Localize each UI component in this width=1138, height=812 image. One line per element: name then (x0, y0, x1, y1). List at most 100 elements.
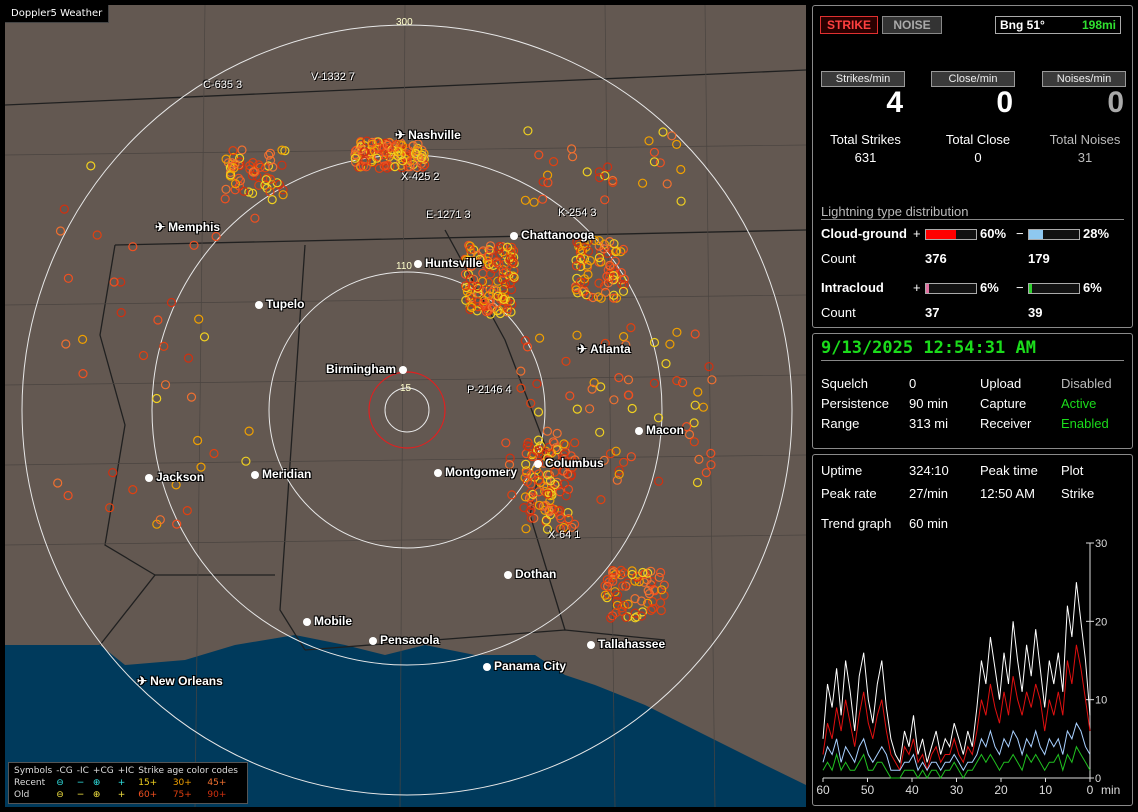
strike-marker (583, 236, 593, 246)
strike-marker (606, 613, 616, 623)
strike-marker (484, 277, 494, 288)
strike-marker (461, 281, 471, 291)
city-birmingham: Birmingham (326, 362, 410, 376)
strike-marker (505, 254, 515, 264)
strike-marker (501, 438, 511, 448)
city-nashville: ✈ Nashville (395, 128, 461, 142)
noises-min-button[interactable]: Noises/min (1042, 71, 1126, 87)
close-min-value: 0 (996, 86, 1013, 119)
strike-marker (537, 194, 548, 204)
city-tallahassee: Tallahassee (587, 637, 665, 651)
noise-button[interactable]: NOISE (882, 16, 942, 34)
strike-marker (659, 580, 669, 590)
city-dot-icon (504, 571, 512, 579)
strike-marker (189, 240, 199, 250)
pos-ic-icon: + (117, 778, 126, 788)
cg-neg-pct: 28% (1083, 226, 1110, 241)
ic-neg-count: 39 (1028, 305, 1043, 320)
strike-marker (221, 184, 231, 194)
strike-marker (265, 148, 275, 158)
strike-marker (600, 171, 610, 181)
strike-button[interactable]: STRIKE (820, 16, 878, 34)
cg-neg-bar (1028, 229, 1080, 240)
airport-icon: ✈ (155, 220, 166, 234)
strike-marker (277, 160, 287, 170)
strike-marker (608, 576, 618, 586)
trend-panel: Uptime 324:10 Peak time Plot Peak rate 2… (812, 454, 1133, 806)
lightning-map[interactable]: Doppler5 Weather 300 110 15 ✈ Nashville ✈… (5, 5, 806, 807)
strike-marker (504, 460, 515, 470)
strike-marker (611, 607, 621, 618)
strike-marker (461, 295, 471, 305)
count-label: Count (821, 305, 856, 320)
strike-marker (211, 231, 221, 242)
strike-marker (572, 404, 582, 414)
legend-col: -CG (56, 766, 73, 776)
station-label: P-2146 4 (467, 384, 512, 396)
city-dot-icon (434, 469, 442, 477)
strike-marker (477, 276, 488, 287)
x-tick-label: 40 (905, 783, 919, 797)
strike-marker (544, 448, 555, 458)
strike-marker (636, 611, 647, 621)
strike-marker (603, 162, 613, 172)
strike-marker (244, 426, 254, 436)
x-tick-label: 30 (950, 783, 964, 797)
strike-marker (567, 462, 577, 472)
strike-marker (649, 157, 660, 167)
station-label: X-64 1 (548, 529, 581, 541)
strike-marker (465, 274, 475, 284)
city-dot-icon (534, 460, 542, 468)
strike-marker (600, 590, 610, 600)
strike-marker (239, 186, 249, 196)
strike-marker (649, 337, 660, 348)
strike-marker (484, 291, 494, 301)
strike-marker (502, 242, 513, 252)
city-dot-icon (255, 301, 263, 309)
strike-marker (547, 490, 557, 500)
x-tick-label: 60 (816, 783, 830, 797)
city-meridian: Meridian (251, 467, 311, 481)
strike-marker (356, 144, 366, 155)
strikes-min-button[interactable]: Strikes/min (821, 71, 905, 87)
strike-marker (278, 190, 288, 200)
strike-marker (648, 603, 658, 614)
strike-marker (603, 278, 614, 288)
cg-pos-bar (925, 229, 977, 240)
strike-symbols (53, 126, 717, 623)
x-tick-label: 10 (1039, 783, 1053, 797)
strike-marker (594, 278, 604, 288)
strike-marker (159, 341, 169, 351)
strike-marker (619, 600, 630, 610)
strike-marker (534, 150, 544, 160)
legend-old-label: Old (14, 790, 30, 800)
map-canvas (5, 5, 806, 807)
close-min-button[interactable]: Close/min (931, 71, 1015, 87)
strike-marker (413, 139, 423, 149)
upload-label: Upload (980, 376, 1022, 391)
strike-marker (254, 180, 264, 190)
strike-marker (402, 158, 413, 168)
trend-series-line (822, 644, 1091, 773)
strike-marker (534, 333, 545, 343)
strike-marker (571, 285, 581, 295)
strike-marker (636, 596, 647, 606)
strike-marker (524, 442, 535, 452)
strike-marker (166, 297, 177, 308)
bearing-value: Bng 51° (1000, 18, 1045, 32)
x-tick-label: 50 (861, 783, 875, 797)
strike-marker (55, 226, 66, 236)
ic-pos-bar (925, 283, 977, 294)
app-title: Doppler5 Weather (5, 5, 110, 23)
city-dot-icon (483, 663, 491, 671)
strike-marker (516, 366, 526, 376)
strike-marker (268, 162, 278, 172)
strike-marker (63, 490, 73, 501)
strike-marker (469, 274, 479, 284)
plot-label: Plot (1061, 463, 1084, 478)
uptime-value: 324:10 (909, 463, 949, 478)
city-columbus: Columbus (534, 456, 604, 470)
strike-marker (128, 242, 138, 252)
strike-marker (671, 139, 682, 149)
squelch-value: 0 (909, 376, 917, 391)
